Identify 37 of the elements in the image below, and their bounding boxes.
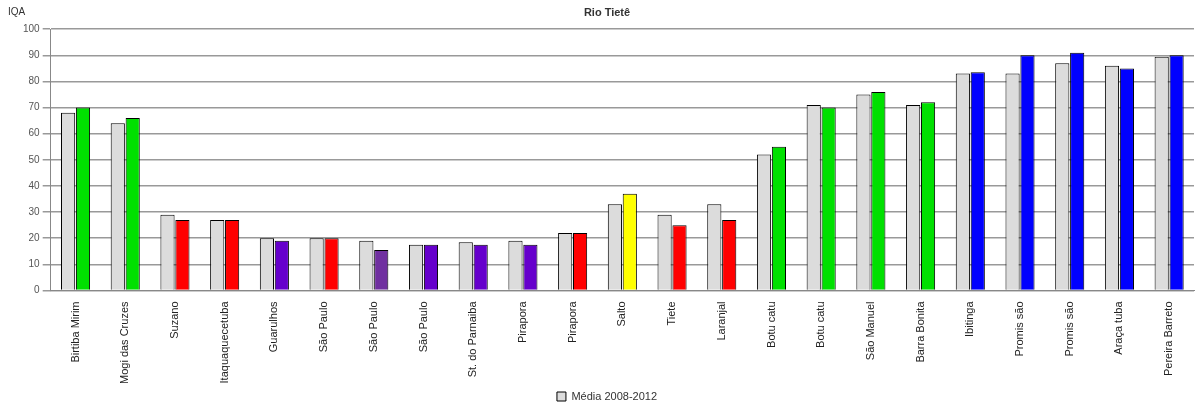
x-tick-label: Tiete bbox=[665, 301, 678, 326]
x-tick-label: Salto bbox=[615, 301, 628, 327]
x-tick-label: Laranjal bbox=[714, 301, 727, 341]
x-tick-label: Guarulhos bbox=[267, 300, 280, 353]
y-tick-label: 100 bbox=[23, 22, 41, 34]
x-tick-label: Ibitinga bbox=[963, 300, 976, 337]
y-tick-label: 30 bbox=[28, 205, 41, 217]
y-tick-label: 0 bbox=[34, 284, 41, 296]
y-tick-label: 90 bbox=[28, 49, 41, 61]
y-tick-label: 60 bbox=[28, 127, 41, 139]
x-tick-label: Pirapora bbox=[565, 300, 578, 344]
x-tick-label: Pereira Barreto bbox=[1162, 301, 1175, 377]
x-tick-label: Itaquaquecetuba bbox=[217, 300, 230, 384]
y-tick-label: 50 bbox=[28, 153, 41, 165]
y-tick-label: 20 bbox=[28, 231, 41, 243]
y-tick-label: 10 bbox=[28, 258, 41, 270]
x-tick-label: São Manuel bbox=[863, 301, 876, 361]
y-tick-label: 40 bbox=[28, 179, 41, 191]
x-tick-label: São Paulo bbox=[416, 301, 429, 353]
x-tick-label: Promis são bbox=[1062, 301, 1075, 357]
legend-label: Média 2008-2012 bbox=[571, 389, 658, 402]
x-tick-label: São Paulo bbox=[366, 301, 379, 353]
x-tick-label: Promis são bbox=[1013, 301, 1026, 357]
x-tick-label: São Paulo bbox=[317, 301, 330, 353]
x-tick-label: Barra Bonita bbox=[913, 300, 926, 363]
x-tick-label: Botu catu bbox=[764, 301, 777, 348]
x-tick-label: Botu catu bbox=[814, 301, 827, 348]
x-tick-label: Birtiba Mirim bbox=[68, 301, 81, 363]
x-tick-label: Suzano bbox=[167, 301, 180, 339]
x-tick-label: St. do Parnaiba bbox=[466, 300, 479, 378]
x-tick-label: Araça tuba bbox=[1112, 300, 1125, 355]
y-tick-label: 80 bbox=[28, 75, 41, 87]
y-axis-title: IQA bbox=[8, 6, 26, 17]
y-tick-label: 70 bbox=[28, 101, 41, 113]
x-tick-label: Mogi das Cruzes bbox=[118, 300, 131, 385]
x-tick-label: Pirapora bbox=[515, 300, 528, 344]
chart-title: Rio Tietê bbox=[583, 5, 631, 18]
